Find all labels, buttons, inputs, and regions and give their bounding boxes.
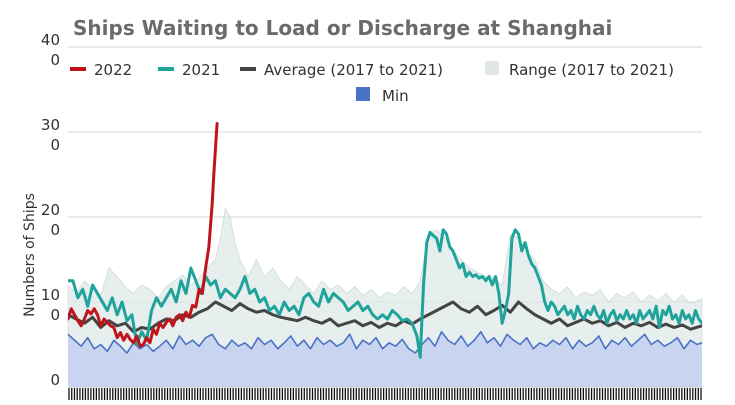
legend-label: 2021 xyxy=(182,61,220,79)
y-tick-label: 0 xyxy=(50,221,60,239)
range-area xyxy=(67,207,703,354)
series-line-2022 xyxy=(68,122,219,348)
legend: 2022 2021 Average (2017 to 2021) Range (201… xyxy=(70,61,674,105)
legend-label: Average (2017 to 2021) xyxy=(264,61,443,79)
legend-label: 2022 xyxy=(94,61,132,79)
min-line xyxy=(67,330,703,354)
y-tick-label: 0 xyxy=(50,136,60,154)
y-tick-label: 10 xyxy=(41,286,60,304)
x-axis-ticks xyxy=(68,388,702,400)
series-line-average-2017-to-2021- xyxy=(68,300,702,334)
y-tick-label: 0 xyxy=(50,51,60,69)
legend-swatch xyxy=(356,87,370,101)
y-tick-label: 40 xyxy=(41,31,60,49)
y-axis-ticks: 0 10 0 20 0 30 0 40 0 xyxy=(41,31,60,389)
y-tick-label: 0 xyxy=(50,306,60,324)
plot-area xyxy=(67,122,703,387)
series-line-2021 xyxy=(68,228,702,359)
y-tick-label: 20 xyxy=(41,201,60,219)
y-tick-label: 30 xyxy=(41,116,60,134)
chart-title: Ships Waiting to Load or Discharge at Sh… xyxy=(73,16,612,40)
legend-swatch xyxy=(485,61,499,75)
y-tick-label: 0 xyxy=(50,371,60,389)
y-axis-label: Numbers of Ships xyxy=(22,193,38,317)
legend-label: Min xyxy=(382,87,409,105)
legend-label: Range (2017 to 2021) xyxy=(509,61,674,79)
